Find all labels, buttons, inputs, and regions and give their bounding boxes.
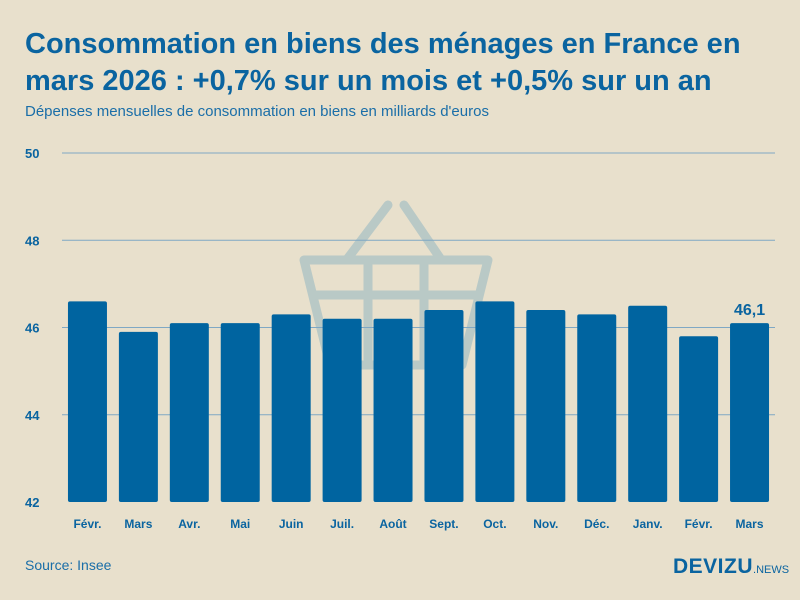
y-tick-label: 44 — [25, 408, 40, 423]
devizu-logo: DEVIZU.NEWS — [673, 555, 790, 578]
x-tick-label: Sept. — [429, 517, 458, 531]
bar — [322, 318, 362, 502]
bar — [67, 301, 107, 502]
bar — [730, 323, 770, 502]
bar — [577, 314, 617, 502]
bar — [271, 314, 311, 502]
y-tick-label: 42 — [25, 495, 39, 510]
x-tick-label: Mai — [230, 517, 250, 531]
x-tick-label: Oct. — [483, 517, 506, 531]
chart-subtitle: Dépenses mensuelles de consommation en b… — [25, 103, 489, 120]
x-tick-label: Déc. — [584, 517, 609, 531]
bar — [475, 301, 515, 502]
x-tick-label: Févr. — [685, 517, 713, 531]
x-tick-label: Avr. — [178, 517, 200, 531]
x-tick-label: Juin — [279, 517, 304, 531]
x-tick-label: Août — [379, 517, 406, 531]
x-tick-label: Mars — [736, 517, 764, 531]
x-tick-label: Juil. — [330, 517, 354, 531]
y-tick-label: 48 — [25, 233, 39, 248]
chart-title: Consommation en biens des ménages en Fra… — [25, 28, 741, 97]
bar — [220, 323, 260, 502]
y-tick-label: 46 — [25, 321, 39, 336]
bar — [169, 323, 209, 502]
bar — [424, 310, 464, 502]
y-tick-label: 50 — [25, 146, 39, 161]
data-label: 46,1 — [734, 302, 765, 319]
x-tick-label: Févr. — [73, 517, 101, 531]
x-tick-label: Janv. — [633, 517, 663, 531]
bar — [373, 318, 413, 502]
bar — [118, 331, 158, 502]
bar — [526, 310, 566, 502]
x-tick-label: Mars — [124, 517, 152, 531]
source-note: Source: Insee — [25, 557, 112, 573]
x-tick-label: Nov. — [533, 517, 558, 531]
bar — [628, 305, 668, 502]
bar — [679, 336, 719, 502]
